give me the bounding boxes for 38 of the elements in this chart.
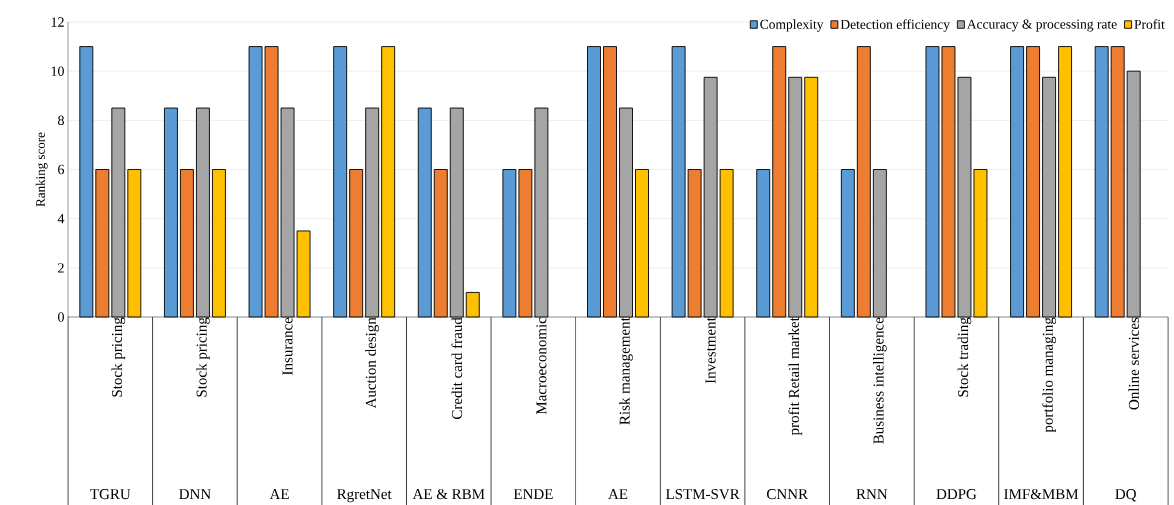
x-tick-label: Business intelligence xyxy=(873,317,887,444)
x-tick-label: Credit card fraud xyxy=(451,317,463,420)
text: TGRU xyxy=(90,489,131,500)
y-tick-label: 8 xyxy=(58,115,64,126)
x-tick-label: Auction design xyxy=(365,317,379,409)
y-tick-label: 10 xyxy=(51,66,64,76)
x-tick-label: Macroeconomic xyxy=(536,317,547,415)
legend-label: Detection efficiency xyxy=(840,19,950,32)
x-tick-label: Online services xyxy=(1128,317,1139,410)
text: LSTM-SVR xyxy=(665,489,740,500)
x-tick-label: Investment xyxy=(705,317,716,384)
text: RNN xyxy=(856,489,888,499)
y-tick-label: 4 xyxy=(57,214,65,224)
y-tick-label: 6 xyxy=(58,164,65,175)
y-tick-label: 0 xyxy=(58,312,64,322)
text: DDPG xyxy=(936,489,977,500)
x-tick-label: Risk management xyxy=(619,317,633,425)
text: CNNR xyxy=(767,489,809,500)
y-axis-title: Ranking score xyxy=(35,132,48,207)
text: AE & RBM xyxy=(412,489,485,500)
x-tick-label: portfolio managing xyxy=(1042,317,1056,433)
legend-label: Profit xyxy=(1134,19,1165,29)
text: AE xyxy=(608,489,628,499)
text: RgretNet xyxy=(337,489,392,503)
y-tick-label: 12 xyxy=(51,17,64,27)
legend-label: Complexity xyxy=(760,19,824,32)
text: IMF&MBM xyxy=(1004,489,1079,500)
x-tick-label: Stock pricing xyxy=(196,317,210,397)
text: DQ xyxy=(1115,489,1137,502)
text: ENDE xyxy=(513,489,553,500)
x-tick-label: profit Retail market xyxy=(788,317,803,436)
text: DNN xyxy=(179,489,211,500)
legend-label: Accuracy & processing rate xyxy=(966,19,1117,32)
x-tick-label: Stock pricing xyxy=(111,317,126,397)
y-tick-label: 2 xyxy=(58,263,64,273)
x-tick-label: Insurance xyxy=(282,317,293,375)
x-tick-label: Stock trading xyxy=(957,317,972,397)
text: AE xyxy=(269,489,289,499)
